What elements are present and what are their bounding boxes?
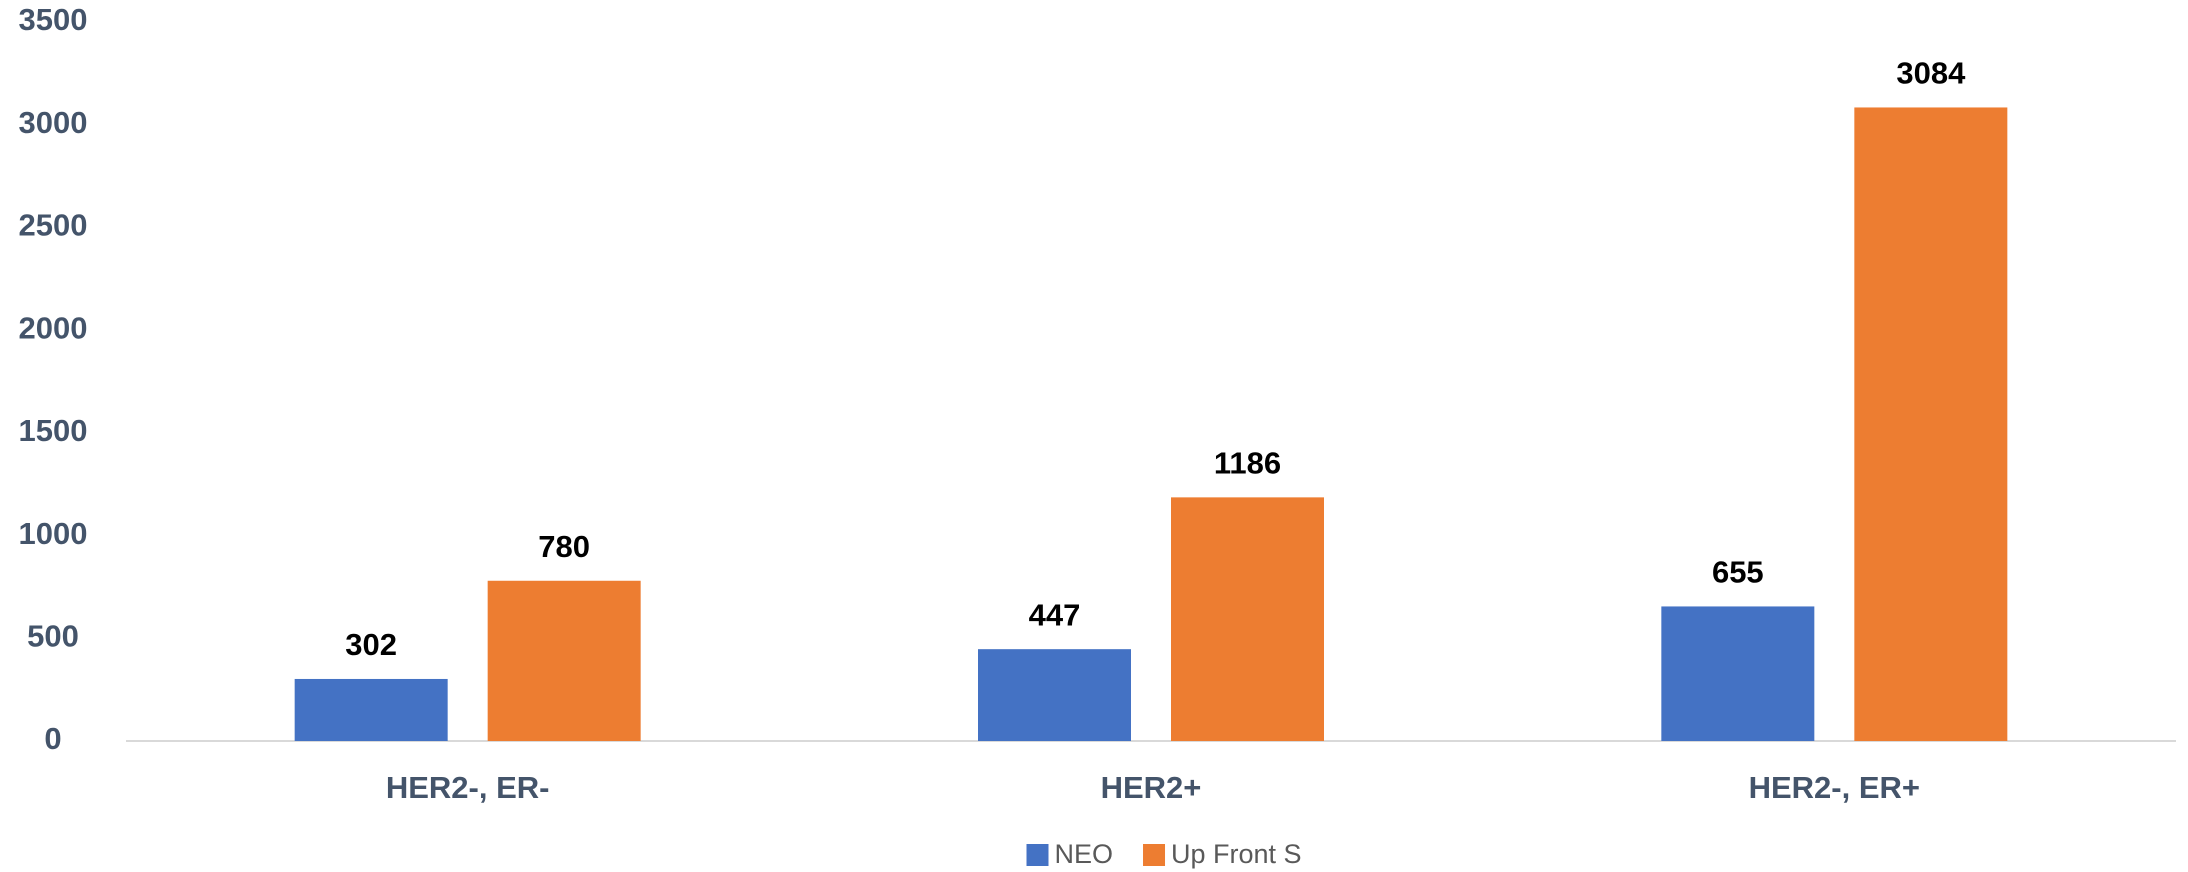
y-tick-label: 1500: [19, 413, 88, 448]
legend-label: NEO: [1055, 839, 1114, 869]
bar: [1661, 606, 1815, 741]
bar: [294, 678, 448, 741]
y-tick-label: 500: [27, 618, 79, 653]
y-tick-label: 3500: [19, 2, 88, 37]
data-label: 3084: [1896, 56, 1966, 91]
data-label: 1186: [1214, 446, 1281, 481]
x-tick-label: HER2-, ER-: [386, 770, 550, 805]
data-label: 655: [1712, 555, 1764, 590]
bar: [487, 580, 641, 741]
data-label: 447: [1029, 597, 1081, 632]
legend-swatch: [1026, 844, 1049, 866]
data-label: 780: [538, 529, 590, 564]
x-tick-label: HER2+: [1101, 770, 1202, 805]
y-tick-label: 0: [44, 721, 61, 756]
data-label: 302: [345, 627, 397, 662]
legend-label: Up Front S: [1171, 839, 1302, 869]
x-tick-label: HER2-, ER+: [1749, 770, 1920, 805]
y-tick-label: 1000: [19, 516, 88, 551]
y-tick-label: 3000: [19, 105, 88, 140]
bar: [978, 649, 1131, 741]
y-tick-label: 2000: [19, 310, 88, 345]
bar: [1171, 497, 1324, 741]
legend-swatch: [1143, 844, 1166, 866]
bar: [1854, 107, 2008, 742]
y-tick-label: 2500: [19, 208, 88, 243]
